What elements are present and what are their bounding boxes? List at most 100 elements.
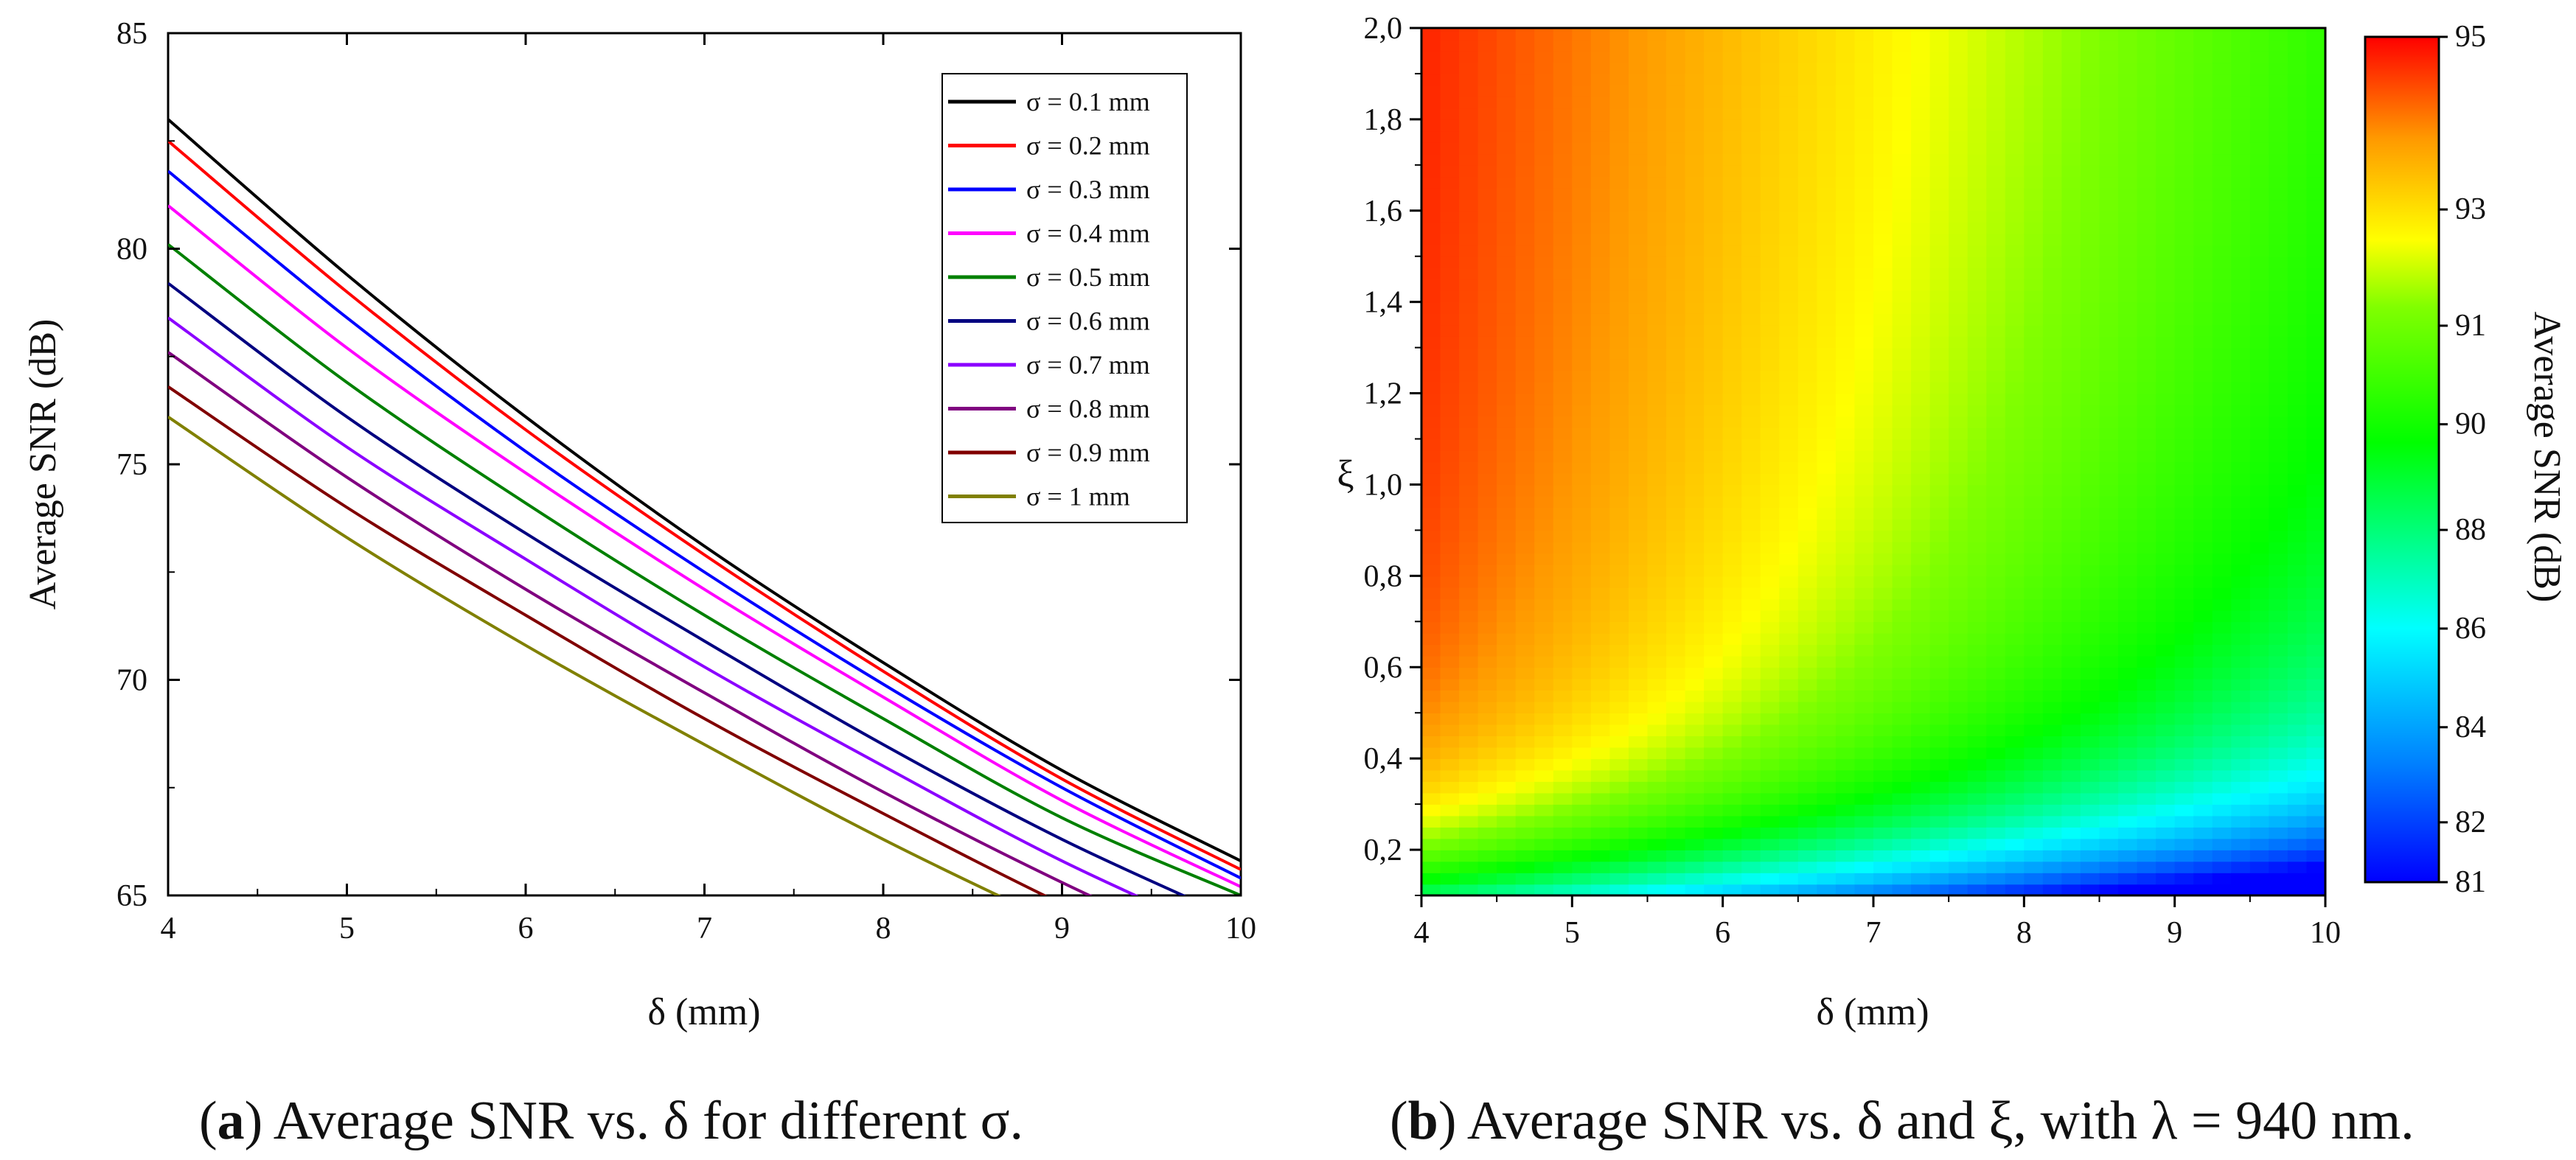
heatmap-cell xyxy=(1609,530,1629,542)
heatmap-cell xyxy=(1421,644,1441,657)
heatmap-cell xyxy=(2118,609,2138,623)
heatmap-cell xyxy=(1911,736,1931,748)
heatmap-cell xyxy=(1986,39,2006,52)
heatmap-cell xyxy=(2287,667,2308,679)
heatmap-cell xyxy=(1459,347,1479,360)
heatmap-cell xyxy=(1722,233,1743,246)
heatmap-cell xyxy=(1854,530,1874,542)
heatmap-cell xyxy=(2287,678,2308,691)
heatmap-cell xyxy=(2024,598,2044,611)
heatmap-cell xyxy=(2156,850,2176,862)
heatmap-cell xyxy=(1760,313,1780,326)
heatmap-cell xyxy=(2174,39,2195,52)
heatmap-cell xyxy=(2231,290,2251,303)
heatmap-cell xyxy=(2174,541,2195,554)
heatmap-cell xyxy=(1817,507,1837,520)
heatmap-cell xyxy=(2118,541,2138,554)
heatmap-cell xyxy=(1817,564,1837,577)
heatmap-cell xyxy=(1515,73,1536,86)
heatmap-cell xyxy=(2061,495,2081,509)
heatmap-cell xyxy=(2042,370,2063,382)
heatmap-cell xyxy=(2099,450,2119,463)
heatmap-cell xyxy=(1741,838,1761,850)
heatmap-cell xyxy=(1477,884,1497,895)
heatmap-cell xyxy=(1929,598,1949,611)
heatmap-cell xyxy=(1779,804,1799,817)
heatmap-cell xyxy=(1572,769,1592,782)
heatmap-cell xyxy=(1515,28,1536,41)
heatmap-cell xyxy=(1421,472,1441,486)
heatmap-cell xyxy=(2061,382,2081,394)
heatmap-cell xyxy=(2099,108,2119,120)
heatmap-cell xyxy=(2193,187,2213,200)
heatmap-cell xyxy=(1685,484,1705,497)
caption-a-text: ) Average SNR vs. δ for different σ. xyxy=(245,1091,1023,1151)
heatmap-cell xyxy=(1835,884,1856,895)
heatmap-cell xyxy=(1704,427,1724,440)
heatmap-cell xyxy=(1685,850,1705,862)
heatmap-cell xyxy=(1666,484,1686,497)
heatmap-cell xyxy=(2287,347,2308,360)
heatmap-cell xyxy=(2099,804,2119,817)
heatmap-cell xyxy=(1873,450,1893,463)
heatmap-cell xyxy=(2080,405,2100,417)
heatmap-cell xyxy=(1553,815,1573,828)
heatmap-cell xyxy=(1741,667,1761,679)
heatmap-cell xyxy=(1609,290,1629,303)
heatmap-cell xyxy=(1590,450,1611,463)
heatmap-cell xyxy=(2024,199,2044,212)
heatmap-cell xyxy=(1685,587,1705,600)
heatmap-cell xyxy=(1704,609,1724,623)
heatmap-cell xyxy=(2061,313,2081,326)
heatmap-cell xyxy=(1779,62,1799,74)
heatmap-cell xyxy=(1835,838,1856,850)
colorbar-tick-label: 88 xyxy=(2455,513,2486,547)
heatmap-cell xyxy=(1967,130,1988,143)
heatmap-cell xyxy=(1892,507,1912,520)
heatmap-cell xyxy=(1534,199,1554,212)
heatmap-cell xyxy=(2118,28,2138,41)
heatmap-cell xyxy=(1590,655,1611,668)
heatmap-cell xyxy=(2099,507,2119,520)
heatmap-cell xyxy=(1779,427,1799,440)
heatmap-cell xyxy=(1835,873,1856,885)
heatmap-cell xyxy=(1741,461,1761,474)
heatmap-cell xyxy=(1949,313,1968,326)
heatmap-cell xyxy=(2024,85,2044,97)
heatmap-cell xyxy=(1497,108,1517,120)
heatmap-cell xyxy=(1929,359,1949,371)
heatmap-cell xyxy=(1854,564,1874,577)
heatmap-cell xyxy=(2080,176,2100,189)
heatmap-cell xyxy=(2042,233,2063,246)
heatmap-cell xyxy=(2287,416,2308,428)
heatmap-cell xyxy=(1741,439,1761,451)
heatmap-cell xyxy=(2118,405,2138,417)
heatmap-cell xyxy=(2287,541,2308,554)
heatmap-cell xyxy=(1817,632,1837,646)
heatmap-cell xyxy=(1477,827,1497,839)
heatmap-cell xyxy=(1911,541,1931,554)
heatmap-cell xyxy=(1572,507,1592,520)
heatmap-cell xyxy=(1515,472,1536,486)
heatmap-cell xyxy=(1967,472,1988,486)
heatmap-cell xyxy=(1440,119,1460,132)
heatmap-cell xyxy=(1986,347,2006,360)
heatmap-cell xyxy=(2212,587,2232,600)
heatmap-cell xyxy=(1854,393,1874,405)
heatmap-cell xyxy=(2193,313,2213,326)
heatmap-cell xyxy=(1572,518,1592,531)
heatmap-cell xyxy=(1421,873,1441,885)
heatmap-cell xyxy=(2249,827,2270,839)
heatmap-cell xyxy=(2174,609,2195,623)
heatmap-cell xyxy=(1741,747,1761,759)
heatmap-cell xyxy=(2193,541,2213,554)
heatmap-cell xyxy=(1609,96,1629,109)
heatmap-cell xyxy=(1553,233,1573,246)
heatmap-cell xyxy=(1892,518,1912,531)
heatmap-cell xyxy=(1477,792,1497,805)
heatmap-cell xyxy=(1929,678,1949,691)
heatmap-cell xyxy=(1854,644,1874,657)
heatmap-cell xyxy=(2269,530,2288,542)
heatmap-cell xyxy=(1666,233,1686,246)
heatmap-cell xyxy=(2287,461,2308,474)
